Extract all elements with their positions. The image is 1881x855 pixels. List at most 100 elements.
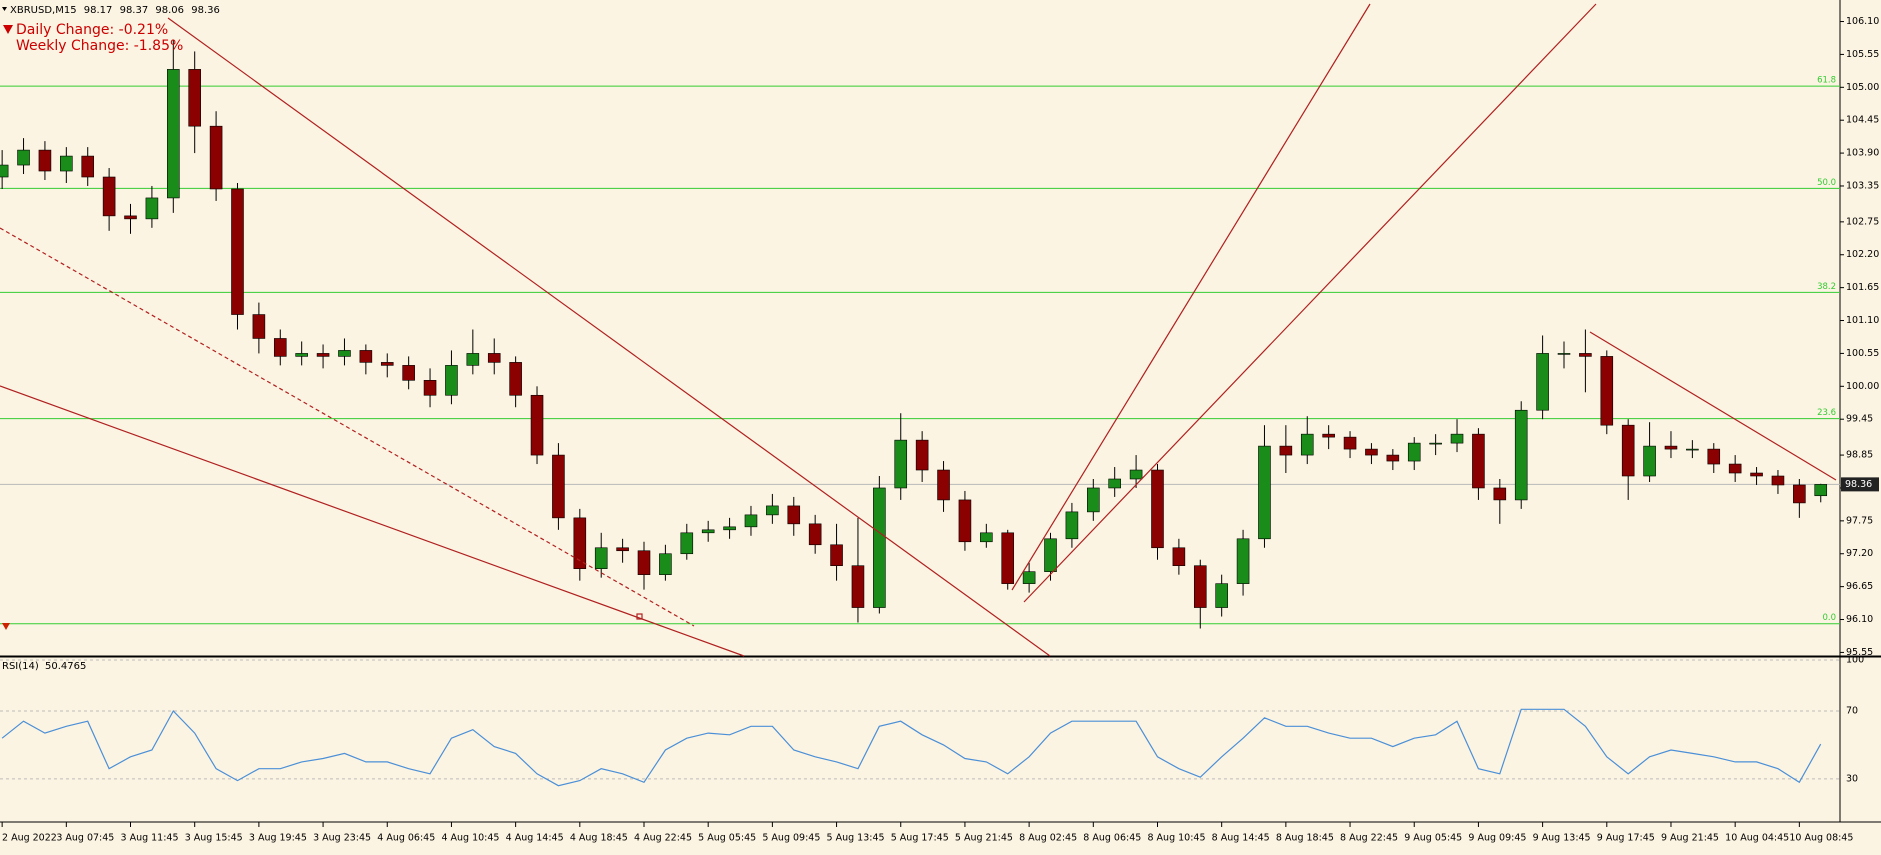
x-tick-label: 4 Aug 14:45	[506, 833, 564, 844]
candle-body	[1215, 583, 1228, 608]
candle-body	[937, 469, 950, 501]
x-tick-label: 9 Aug 09:45	[1468, 833, 1526, 844]
candle-body	[188, 69, 201, 127]
candle-body	[252, 314, 266, 339]
candle-body	[616, 547, 629, 552]
candle-body	[402, 365, 415, 381]
candle-body	[573, 517, 587, 569]
candle-body	[1450, 433, 1464, 444]
trend-line	[1023, 3, 1597, 603]
rsi-value: 50.4765	[45, 661, 86, 672]
candle-body	[894, 439, 908, 489]
candle-body	[1258, 445, 1271, 540]
ohlc-high: 98.37	[120, 5, 149, 16]
marker-icon	[2, 623, 10, 630]
x-tick-label: 5 Aug 05:45	[698, 833, 756, 844]
y-tick-label: 98.85	[1846, 450, 1873, 461]
candle-body	[1814, 484, 1828, 497]
y-tick-label: 105.55	[1846, 49, 1879, 60]
x-tick-label: 4 Aug 18:45	[570, 833, 628, 844]
x-tick-label: 5 Aug 21:45	[955, 833, 1013, 844]
candle-body	[1728, 463, 1742, 474]
y-tick-label: 100.00	[1846, 381, 1879, 392]
fib-label: 50.0	[1817, 178, 1836, 188]
candle-body	[723, 526, 736, 531]
candle-body	[1750, 472, 1763, 477]
candle-body	[1771, 475, 1785, 486]
x-tick-label: 5 Aug 17:45	[891, 833, 949, 844]
candle-body	[167, 69, 180, 199]
candle-body	[295, 353, 308, 357]
y-tick-label: 101.10	[1846, 315, 1879, 326]
candle-body	[1343, 436, 1357, 450]
candle-body	[145, 197, 159, 220]
x-tick-label: 9 Aug 17:45	[1597, 833, 1655, 844]
candle-body	[1429, 442, 1442, 445]
candle-body	[60, 155, 73, 172]
candle-body	[359, 350, 373, 363]
x-tick-label: 4 Aug 06:45	[377, 833, 435, 844]
candle-body	[38, 149, 52, 172]
x-tick-label: 8 Aug 14:45	[1212, 833, 1270, 844]
x-tick-label: 3 Aug 19:45	[249, 833, 307, 844]
x-tick-label: 8 Aug 22:45	[1340, 833, 1398, 844]
y-tick-label: 30	[1846, 773, 1858, 784]
y-tick-label: 95.55	[1846, 647, 1873, 658]
x-tick-label: 9 Aug 13:45	[1533, 833, 1591, 844]
candle-body	[423, 380, 437, 396]
candle-body	[1065, 511, 1079, 540]
weekly-change: Weekly Change: -1.85%	[16, 38, 183, 54]
candle-body	[1022, 571, 1036, 584]
candle-body	[445, 365, 458, 396]
candle-body	[530, 394, 544, 456]
candle-body	[552, 454, 565, 519]
candle-body	[1493, 487, 1507, 501]
x-tick-label: 5 Aug 13:45	[827, 833, 885, 844]
candle-body	[1514, 409, 1528, 501]
candle-body	[1322, 433, 1335, 438]
rsi-line	[1, 708, 1822, 787]
candle-body	[1044, 538, 1057, 572]
candle-body	[1621, 424, 1635, 477]
candle-body	[980, 532, 993, 543]
x-tick-label: 4 Aug 22:45	[634, 833, 692, 844]
candle-body	[1579, 353, 1592, 357]
y-tick-label: 70	[1846, 705, 1858, 716]
candle-body	[1236, 538, 1250, 584]
y-tick-label: 103.35	[1846, 180, 1879, 191]
candle-body	[487, 353, 501, 363]
ohlc-low: 98.06	[155, 5, 184, 16]
anchor-point	[636, 613, 643, 620]
fib-label: 0.0	[1822, 613, 1836, 623]
candle-body	[1386, 454, 1400, 462]
candle-body	[231, 188, 244, 315]
x-tick-label: 3 Aug 11:45	[121, 833, 179, 844]
x-tick-label: 4 Aug 10:45	[441, 833, 499, 844]
y-tick-label: 97.75	[1846, 515, 1873, 526]
rsi-header: RSI(14) 50.4765	[2, 661, 86, 672]
bid-label-box	[1841, 477, 1879, 492]
trend-line	[167, 17, 1051, 657]
candle-body	[1664, 445, 1678, 450]
candle-body	[1279, 445, 1293, 456]
candle-body	[1108, 478, 1121, 489]
candle-body	[316, 353, 330, 357]
x-tick-label: 8 Aug 10:45	[1147, 833, 1205, 844]
candle-body	[766, 505, 779, 516]
x-tick-label: 9 Aug 21:45	[1661, 833, 1719, 844]
candle-body	[380, 362, 394, 366]
candle-body	[594, 547, 608, 569]
x-tick-label: 3 Aug 23:45	[313, 833, 371, 844]
candle-body	[1643, 445, 1656, 477]
y-tick-label: 96.65	[1846, 581, 1873, 592]
trend-lines	[0, 3, 1837, 657]
trend-line	[1011, 3, 1371, 591]
x-tick-label: 5 Aug 09:45	[762, 833, 820, 844]
candle-body	[209, 125, 223, 190]
x-tick-label: 10 Aug 08:45	[1789, 833, 1853, 844]
fib-label: 61.8	[1817, 76, 1836, 86]
ohlc-close: 98.36	[191, 5, 220, 16]
y-tick-label: 103.90	[1846, 148, 1879, 159]
